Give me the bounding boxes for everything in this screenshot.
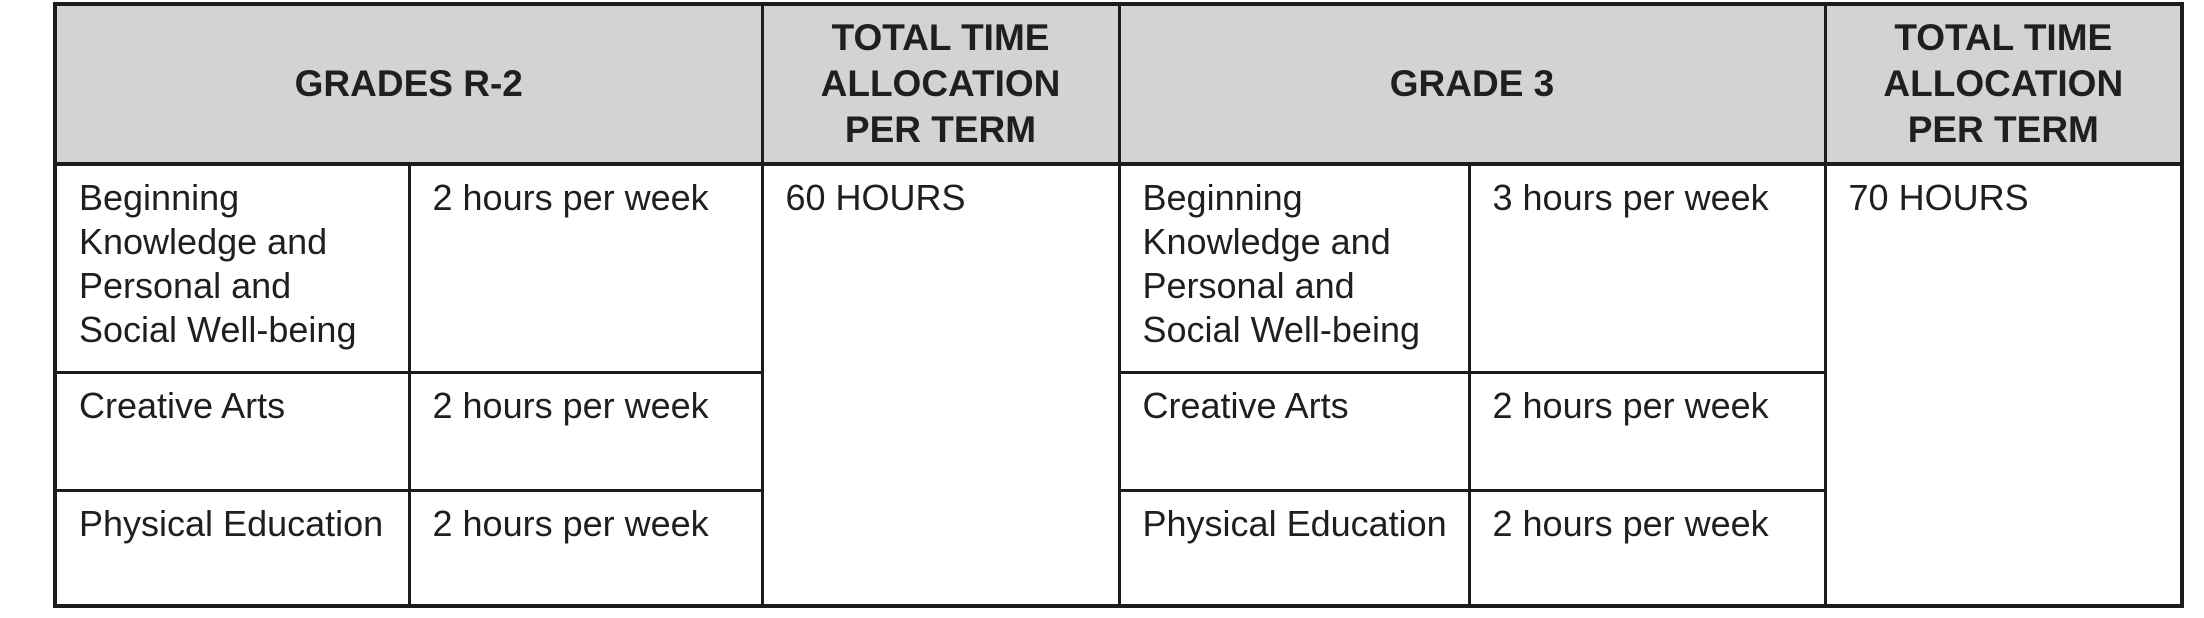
cell-r2-hours-creative-arts: 2 hours per week [407,370,764,492]
table-row: Creative Arts 2 hours per week Creative … [53,370,2182,492]
header-total-time-g3: TOTAL TIME ALLOCATION PER TERM [1823,2,2184,166]
table-row: Beginning Knowledge and Personal and Soc… [53,162,2184,608]
cell-g3-total-per-term: 70 HOURS [1823,162,2184,608]
header-total-time-r2: TOTAL TIME ALLOCATION PER TERM [760,2,1121,166]
cell-r2-total-per-term: 60 HOURS [760,162,1121,608]
cell-g3-subject-beginning-knowledge: Beginning Knowledge and Personal and Soc… [1117,162,1471,374]
cell-g3-subject-creative-arts: Creative Arts [1117,370,1471,492]
header-total-time-g3-label: TOTAL TIME ALLOCATION PER TERM [1883,17,2124,150]
cell-g3-subject-physical-education: Physical Education [1117,488,1471,608]
cell-r2-hours-beginning-knowledge: 2 hours per week [407,162,764,374]
cell-g3-hours-creative-arts: 2 hours per week [1467,370,1827,492]
header-row: GRADES R-2 TOTAL TIME ALLOCATION PER TER… [53,2,2184,166]
cell-r2-subject-beginning-knowledge: Beginning Knowledge and Personal and Soc… [53,162,411,374]
cell-r2-hours-physical-education: 2 hours per week [407,488,764,608]
header-grades-r2: GRADES R-2 [53,2,764,166]
cell-g3-hours-physical-education: 2 hours per week [1467,488,1827,608]
time-allocation-table: GRADES R-2 TOTAL TIME ALLOCATION PER TER… [53,2,2185,608]
cell-r2-subject-creative-arts: Creative Arts [53,370,411,492]
table-row: Physical Education 2 hours per week Phys… [53,488,2182,608]
cell-r2-subject-physical-education: Physical Education [53,488,411,608]
header-grade-3: GRADE 3 [1117,2,1827,166]
header-total-time-r2-label: TOTAL TIME ALLOCATION PER TERM [820,17,1061,150]
cell-g3-hours-beginning-knowledge: 3 hours per week [1467,162,1827,374]
